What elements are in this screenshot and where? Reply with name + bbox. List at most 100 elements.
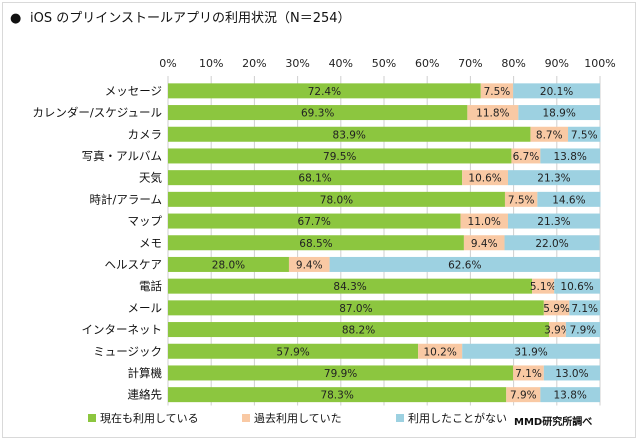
bar-segment [460,213,508,229]
x-tick-label: 10% [199,57,223,70]
chart-title: iOS のプリインストールアプリの利用状況（N＝254） [30,11,351,26]
data-label: 7.5% [508,194,535,206]
data-label: 68.5% [299,238,332,250]
bar-segment [568,126,601,142]
bar-segment [507,170,600,186]
data-label: 9.4% [296,259,323,271]
bar-segment [462,170,508,186]
category-label: 写真・アルバム [82,149,162,163]
bar-segment [506,387,541,403]
category-labels: メッセージカレンダー/スケジュールカメラ写真・アルバム天気時計/アラームマップメ… [32,84,162,402]
data-label: 28.0% [212,259,245,271]
data-label: 5.1% [530,281,557,293]
data-label: 62.6% [448,259,481,271]
data-label: 84.3% [333,281,366,293]
bar-segment [537,191,601,207]
data-label: 79.9% [324,368,357,380]
bar-segment [549,322,566,338]
category-label: ヘルスケア [105,257,163,271]
bar-segment [168,126,531,142]
bar-segment [554,278,600,294]
bar-segment [480,83,514,99]
data-label: 79.5% [323,151,356,163]
legend: 現在も利用している 過去利用していた 利用したことがない [88,411,507,425]
bar-segment [168,387,507,403]
bar-segment [168,213,461,229]
category-label: カメラ [128,127,163,141]
category-label: メモ [139,236,162,250]
x-tick-label: 30% [285,57,309,70]
legend-swatch [242,414,250,422]
data-label: 21.3% [537,216,570,228]
data-label: 14.6% [552,194,585,206]
data-label: 9.4% [471,238,498,250]
bar-segment [329,256,600,272]
data-label: 5.9% [543,303,570,315]
data-label: 72.4% [308,86,341,98]
data-label: 57.9% [276,346,309,358]
x-tick-label: 90% [545,57,569,70]
category-label: 電話 [139,279,162,293]
bar-segment [467,105,519,121]
bar-segment [168,235,464,251]
legend-swatch [88,414,96,422]
bar-segment [168,322,550,338]
bar-segment [168,343,419,359]
data-label: 21.3% [537,173,570,185]
x-tick-label: 70% [458,57,482,70]
data-label: 10.6% [468,173,501,185]
data-label: 87.0% [339,303,372,315]
bar-segment [504,191,538,207]
legend-label: 現在も利用している [100,412,199,425]
legend-swatch [396,414,404,422]
x-tick-label: 0% [159,57,176,70]
data-label: 10.2% [423,346,456,358]
bar-segment [532,278,555,294]
x-tick-label: 40% [329,57,353,70]
data-label: 31.9% [514,346,547,358]
bar-segment [511,148,541,164]
data-label: 78.0% [320,194,353,206]
data-label: 11.8% [476,108,509,120]
bar-segment [543,365,600,381]
bar-segment [540,148,600,164]
data-label: 78.3% [320,390,353,402]
bar-segment [569,300,600,316]
data-label: 3.9% [544,325,571,337]
bar-segment [513,365,544,381]
x-tick-label: 20% [242,57,266,70]
x-tick-label: 80% [501,57,525,70]
x-tick-label: 50% [372,57,396,70]
bar-segment [168,278,533,294]
bar-segment [168,148,512,164]
data-label: 7.1% [571,303,598,315]
data-label: 13.8% [554,151,587,163]
bar-segment [288,256,330,272]
data-label: 6.7% [513,151,540,163]
category-label: 天気 [139,171,162,185]
x-tick-label: 60% [415,57,439,70]
data-label: 22.0% [535,238,568,250]
bar-segment [463,235,505,251]
bars: 72.4% 7.5% 20.1% 69.3% 11.8% 18.9% 83.9% 8.7% 7.… [168,83,601,403]
bar-segment [168,300,544,316]
bar-segment [168,170,463,186]
data-label: 13.0% [555,368,588,380]
bar-segment [168,105,468,121]
data-label: 83.9% [333,129,366,141]
bar-segment [418,343,463,359]
bar-segment [168,256,289,272]
source-credit: MMD研究所調べ [514,415,592,428]
bar-segment [504,235,600,251]
data-label: 7.5% [484,86,511,98]
category-label: メッセージ [105,84,162,98]
category-label: マップ [128,214,163,228]
data-label: 13.8% [554,390,587,402]
data-label: 69.3% [301,108,334,120]
data-label: 7.9% [510,390,537,402]
data-label: 88.2% [342,325,375,337]
category-label: 時計/アラーム [89,192,162,206]
category-label: インターネット [82,323,163,337]
bar-segment [462,343,600,359]
